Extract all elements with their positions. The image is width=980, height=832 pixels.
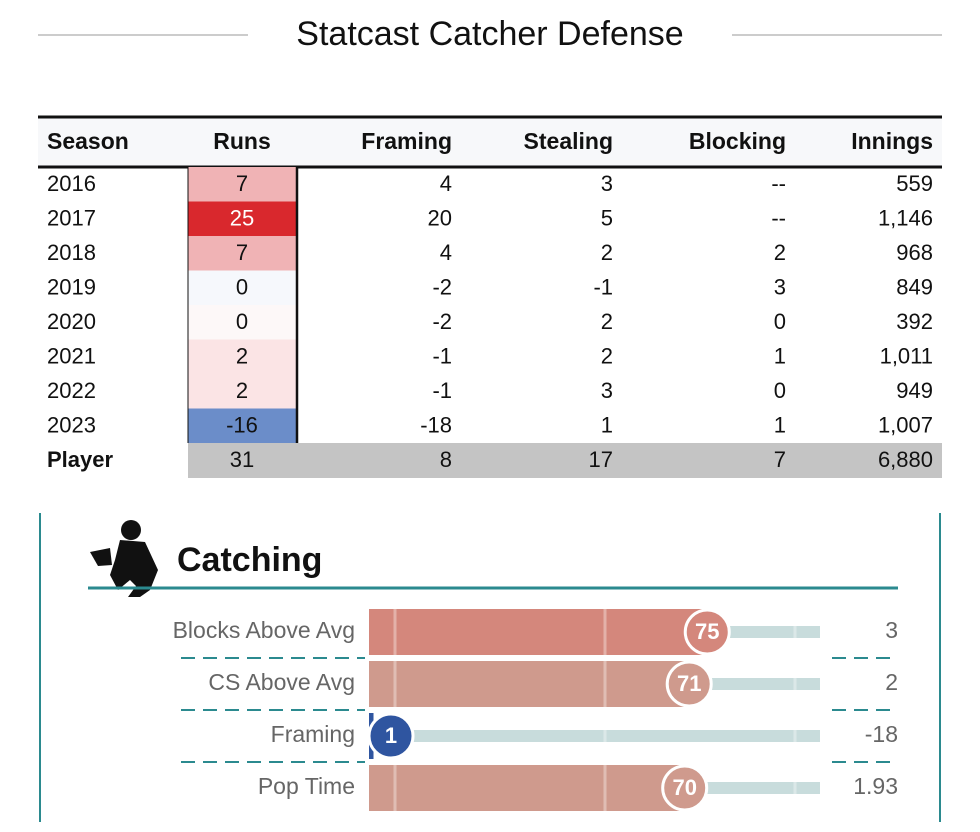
table-cell: 0 (236, 275, 248, 300)
table-cell: 2016 (47, 171, 96, 196)
table-cell: 2 (774, 240, 786, 265)
table-cell: 3 (601, 378, 613, 403)
table-cell: -1 (432, 378, 452, 403)
runs-cell (188, 236, 297, 271)
table-cell: 2 (236, 344, 248, 369)
table-cell: 4 (440, 240, 452, 265)
table-cell: 25 (230, 206, 254, 231)
table-cell: 2 (601, 344, 613, 369)
metric-value: 1.93 (853, 773, 898, 799)
table-cell: 7 (236, 171, 248, 196)
runs-cell (188, 270, 297, 305)
column-header: Framing (361, 128, 452, 154)
catcher-icon (90, 520, 158, 597)
column-header: Blocking (689, 128, 786, 154)
table-cell: -- (771, 206, 786, 231)
metric-value: 3 (885, 617, 898, 643)
table-cell: 1,007 (878, 413, 933, 438)
table-cell: 559 (896, 171, 933, 196)
table-cell: 2 (601, 240, 613, 265)
table-cell: -18 (420, 413, 452, 438)
percentile-label: 75 (695, 619, 719, 644)
table-cell: 3 (601, 171, 613, 196)
column-header: Season (47, 128, 129, 154)
metric-label: CS Above Avg (208, 669, 355, 695)
table-cell: -- (771, 171, 786, 196)
column-header: Runs (213, 128, 271, 154)
table-cell: 1 (774, 344, 786, 369)
section-title: Catching (177, 541, 322, 579)
table-cell: -1 (432, 344, 452, 369)
totals-cell: Player (47, 447, 113, 472)
totals-cell: 17 (589, 447, 613, 472)
runs-cell (188, 167, 297, 202)
table-cell: 5 (601, 206, 613, 231)
percentile-track (689, 678, 820, 690)
table-cell: 968 (896, 240, 933, 265)
table-cell: 2021 (47, 344, 96, 369)
table-cell: 4 (440, 171, 452, 196)
table-cell: 2017 (47, 206, 96, 231)
table-cell: 1,011 (880, 344, 933, 369)
metric-label: Framing (271, 721, 355, 747)
totals-cell: 8 (440, 447, 452, 472)
table-cell: 2019 (47, 275, 96, 300)
totals-cell: 6,880 (878, 447, 933, 472)
table-cell: 2022 (47, 378, 96, 403)
metric-label: Blocks Above Avg (173, 617, 355, 643)
table-cell: 2020 (47, 309, 96, 334)
table-header-bg (38, 117, 942, 167)
table-cell: 2023 (47, 413, 96, 438)
totals-cell: 7 (774, 447, 786, 472)
runs-cell (188, 374, 297, 409)
percentile-label: 70 (672, 775, 696, 800)
runs-cell (188, 201, 297, 236)
percentile-bar (369, 609, 708, 655)
percentile-dot (661, 764, 709, 812)
percentile-label: 1 (385, 723, 397, 748)
table-cell: 0 (774, 378, 786, 403)
table-cell: 0 (236, 309, 248, 334)
table-cell: -2 (432, 275, 452, 300)
table-cell: 2 (236, 378, 248, 403)
metric-value: -18 (865, 721, 898, 747)
totals-cell: 31 (230, 447, 254, 472)
table-cell: 7 (236, 240, 248, 265)
table-cell: 20 (428, 206, 452, 231)
percentile-bar (369, 765, 685, 811)
table-cell: 3 (774, 275, 786, 300)
table-cell: -2 (432, 309, 452, 334)
table-cell: 1 (774, 413, 786, 438)
column-header: Stealing (524, 128, 613, 154)
table-cell: 949 (896, 378, 933, 403)
percentile-bar (369, 661, 690, 707)
table-cell: 849 (896, 275, 933, 300)
metric-value: 2 (885, 669, 898, 695)
runs-cell (188, 408, 297, 443)
percentile-track (707, 626, 820, 638)
percentile-dot (683, 608, 731, 656)
table-cell: 2018 (47, 240, 96, 265)
page-title: Statcast Catcher Defense (296, 15, 683, 53)
column-header: Innings (851, 128, 933, 154)
runs-cell (188, 339, 297, 374)
table-cell: 2 (601, 309, 613, 334)
table-cell: 0 (774, 309, 786, 334)
table-cell: -1 (593, 275, 613, 300)
percentile-dot (665, 660, 713, 708)
table-cell: 1,146 (878, 206, 933, 231)
percentile-track (684, 782, 820, 794)
table-cell: -16 (226, 413, 258, 438)
percentile-dot (367, 712, 415, 760)
metric-label: Pop Time (258, 773, 355, 799)
table-cell: 1 (601, 413, 613, 438)
table-cell: 392 (896, 309, 933, 334)
percentile-track (391, 730, 820, 742)
percentile-label: 71 (677, 671, 701, 696)
totals-bg (188, 443, 942, 478)
runs-cell (188, 305, 297, 340)
